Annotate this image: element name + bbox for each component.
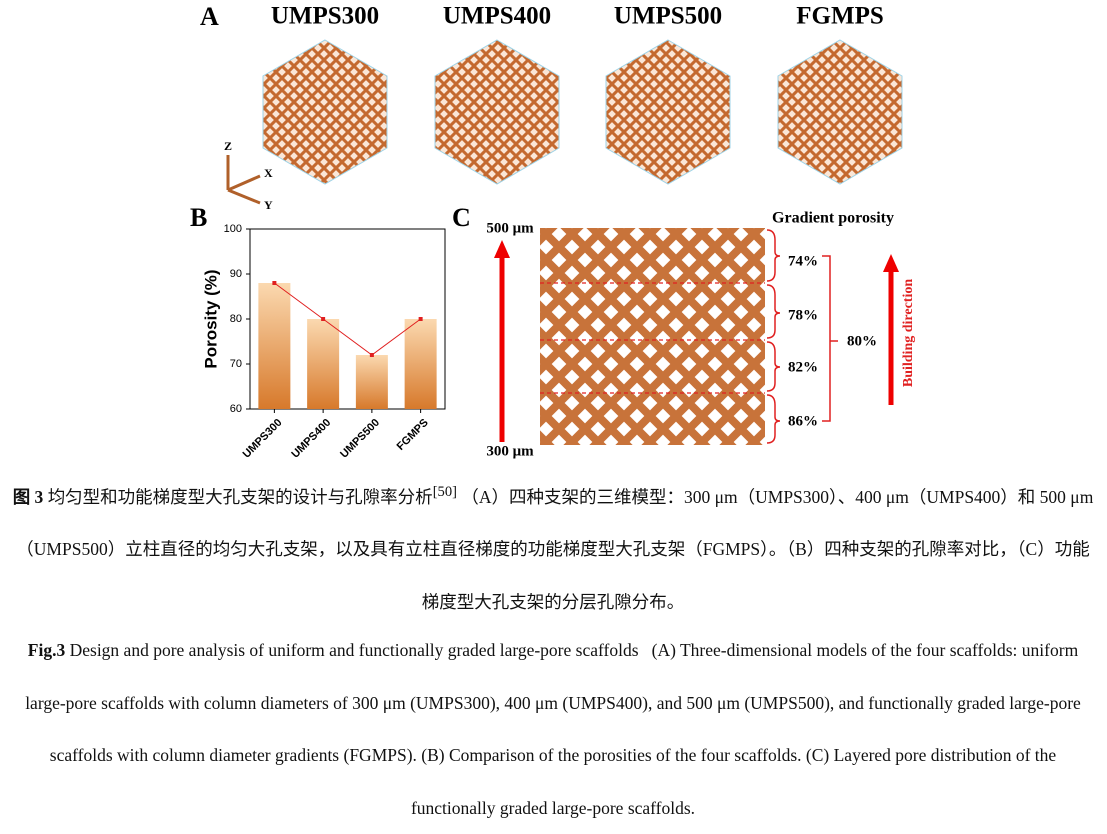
caption-en: Fig.3 Design and pore analysis of unifor… xyxy=(8,624,1098,834)
total-porosity: 80% xyxy=(847,333,877,349)
bar xyxy=(355,355,388,409)
caption-title: 均匀型和功能梯度型大孔支架的设计与孔隙率分析 xyxy=(47,486,433,507)
y-tick-label: 90 xyxy=(230,268,242,280)
layer-dividers xyxy=(540,282,765,394)
trend-marker xyxy=(272,281,277,285)
trend-marker xyxy=(321,317,326,321)
lattice-section xyxy=(540,228,765,445)
scaffold-model xyxy=(777,39,903,185)
size-label: 500 μm xyxy=(486,220,534,236)
direction-arrow xyxy=(883,254,899,405)
figure: A UMPS300 UMPS400 UMPS500 FGMPS Z X Y B … xyxy=(190,2,916,461)
model-title: FGMPS xyxy=(796,3,884,30)
trend-marker xyxy=(418,317,423,321)
x-tick-label: UMPS500 xyxy=(338,417,382,461)
caption-label: 图 3 xyxy=(12,486,44,507)
axis-name: X xyxy=(264,166,273,180)
panel-label: A xyxy=(200,2,219,31)
y-tick-label: 60 xyxy=(230,403,242,415)
model-title: UMPS300 xyxy=(271,3,379,30)
trend-line xyxy=(274,282,421,356)
size-label: 300 μm xyxy=(486,443,534,459)
scaffold-model xyxy=(434,39,560,185)
caption-body: (A) Three-dimensional models of the four… xyxy=(25,640,1081,818)
scaffold-model xyxy=(262,39,388,185)
reference: [50] xyxy=(432,484,457,500)
axis-name: Z xyxy=(224,139,232,153)
bar xyxy=(258,283,291,409)
bar xyxy=(307,319,340,409)
panel-title: Gradient porosity xyxy=(772,210,894,227)
bar xyxy=(404,319,437,409)
bar-chart: 60 70 80 90 100 UMPS300 UMPS400 UMPS500 FGMPS xyxy=(224,223,437,461)
caption-body: （A）四种支架的三维模型：300 μm（UMPS300）、400 μm（UMPS… xyxy=(16,486,1094,612)
layer-porosity: 78% xyxy=(788,307,818,323)
trend-marker xyxy=(369,353,374,357)
size-arrow xyxy=(494,240,510,442)
panel-label: B xyxy=(190,203,207,232)
caption-label: Fig.3 xyxy=(27,640,66,660)
layer-porosity: 74% xyxy=(788,253,818,269)
scaffold-model xyxy=(605,39,731,185)
y-tick-label: 70 xyxy=(230,358,242,370)
layer-porosity: 82% xyxy=(788,359,818,375)
y-tick-label: 80 xyxy=(230,313,242,325)
y-tick-label: 100 xyxy=(224,223,242,235)
caption-cn: 图 3 均匀型和功能梯度型大孔支架的设计与孔隙率分析[50] （A）四种支架的三… xyxy=(8,466,1098,628)
caption-title: Design and pore analysis of uniform and … xyxy=(69,640,639,660)
scaffold-models xyxy=(262,39,903,185)
panel-label: C xyxy=(452,203,471,232)
direction-label: Building direction xyxy=(901,279,916,387)
x-tick-label: UMPS400 xyxy=(289,417,333,461)
x-tick-label: FGMPS xyxy=(395,417,431,453)
layer-braces xyxy=(766,229,838,444)
axis-triad xyxy=(226,155,261,205)
layer-porosity: 86% xyxy=(788,413,818,429)
axis-name: Y xyxy=(264,198,273,212)
y-axis-title: Porosity (%) xyxy=(201,269,220,368)
x-tick-label: UMPS300 xyxy=(241,417,285,461)
model-title: UMPS500 xyxy=(614,3,722,30)
model-title: UMPS400 xyxy=(443,3,551,30)
